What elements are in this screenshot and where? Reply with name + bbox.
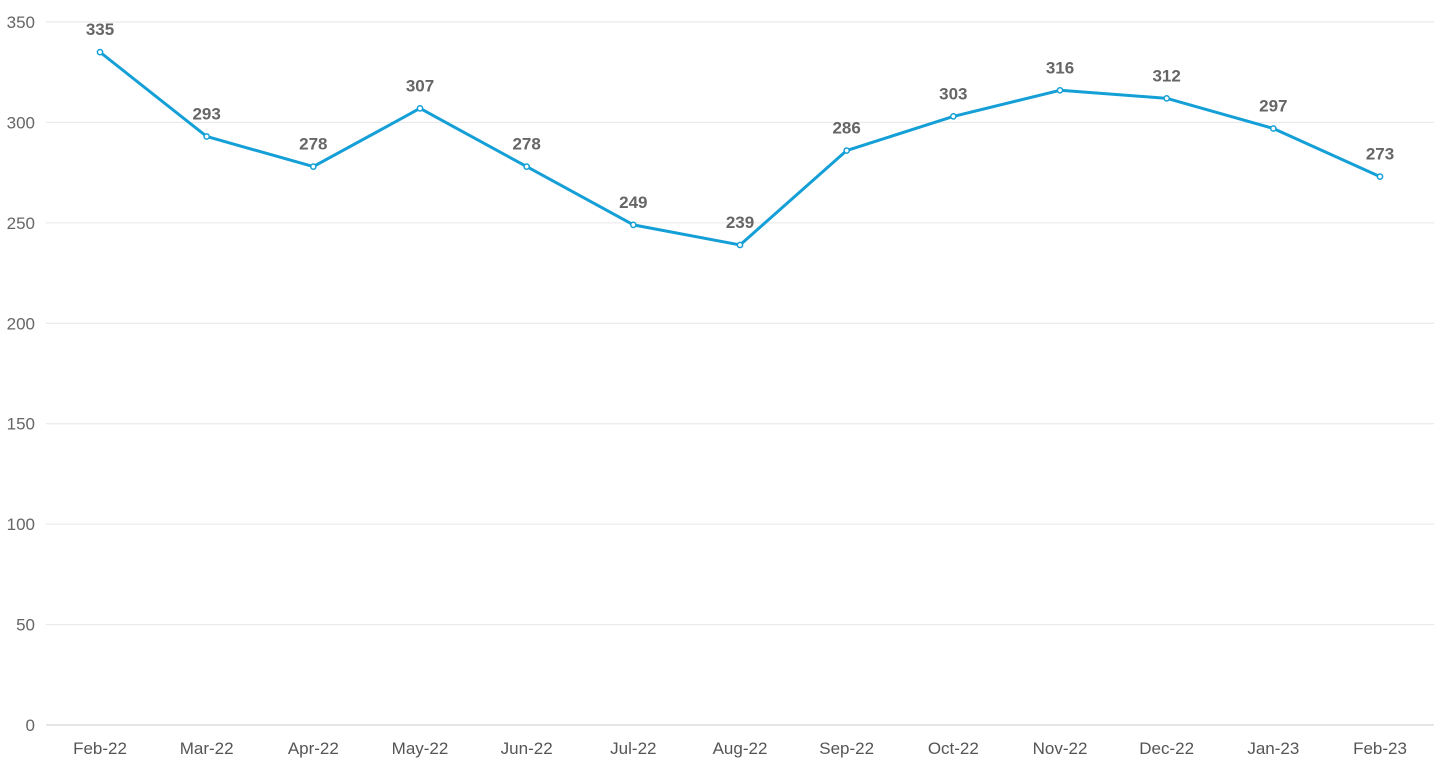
- data-point: [736, 241, 744, 249]
- x-tick-label: Aug-22: [713, 739, 768, 758]
- data-point: [523, 163, 531, 170]
- data-point: [629, 221, 637, 229]
- data-label: 303: [939, 84, 967, 103]
- y-tick-label: 100: [7, 515, 35, 534]
- data-point: [203, 133, 211, 140]
- data-label: 312: [1152, 66, 1180, 85]
- data-point: [949, 113, 957, 120]
- y-tick-label: 300: [7, 113, 35, 132]
- data-point: [416, 105, 424, 112]
- data-point: [1376, 173, 1384, 181]
- data-point: [309, 163, 317, 170]
- x-tick-label: Jan-23: [1247, 739, 1299, 758]
- data-label: 286: [832, 119, 860, 138]
- x-tick-label: Jun-22: [501, 739, 553, 758]
- data-point: [1163, 94, 1171, 102]
- data-label: 239: [726, 213, 754, 232]
- x-axis-tick-labels: Feb-22 Mar-22 Apr-22 May-22 Jun-22 Jul-22 Aug-…: [73, 739, 1407, 758]
- x-tick-label: Feb-23: [1353, 739, 1407, 758]
- y-axis-tick-labels: 0 50 100 150 200 250 300 350: [7, 13, 35, 735]
- data-label: 293: [192, 104, 220, 123]
- data-label: 297: [1259, 96, 1287, 115]
- data-label: 335: [86, 20, 114, 39]
- data-point: [1056, 86, 1064, 94]
- x-tick-label: Dec-22: [1139, 739, 1194, 758]
- data-points: [96, 48, 1384, 249]
- x-tick-label: Oct-22: [928, 739, 979, 758]
- y-tick-label: 200: [7, 314, 35, 333]
- x-tick-label: Sep-22: [819, 739, 874, 758]
- data-labels: 335 293 278 307 278 249 239 286 303 316 312 297 273: [86, 20, 1394, 232]
- data-label: 307: [406, 76, 434, 95]
- x-tick-label: May-22: [392, 739, 449, 758]
- data-point: [1269, 125, 1277, 132]
- y-tick-label: 250: [7, 214, 35, 233]
- data-label: 249: [619, 193, 647, 212]
- data-label: 278: [512, 135, 540, 154]
- y-tick-label: 350: [7, 13, 35, 32]
- data-label: 273: [1366, 145, 1394, 164]
- x-tick-label: Feb-22: [73, 739, 127, 758]
- data-label: 316: [1046, 58, 1074, 77]
- x-tick-label: Mar-22: [180, 739, 234, 758]
- data-point: [843, 147, 851, 154]
- data-point: [96, 48, 104, 56]
- x-tick-label: Apr-22: [288, 739, 339, 758]
- y-tick-label: 150: [7, 415, 35, 434]
- grid-layer: [46, 21, 1434, 626]
- y-tick-label: 0: [26, 716, 35, 735]
- data-label: 278: [299, 135, 327, 154]
- x-tick-label: Nov-22: [1033, 739, 1088, 758]
- y-tick-label: 50: [16, 616, 35, 635]
- x-tick-label: Jul-22: [610, 739, 656, 758]
